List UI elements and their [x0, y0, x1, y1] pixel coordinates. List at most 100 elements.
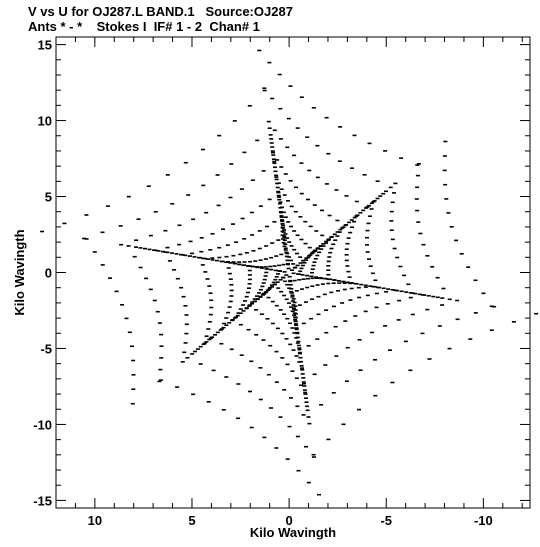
- uv-point: [247, 287, 251, 289]
- uv-point: [320, 283, 325, 285]
- uv-point: [368, 265, 373, 267]
- uv-point: [280, 357, 285, 359]
- uv-point: [299, 384, 304, 387]
- uv-point: [291, 263, 296, 265]
- uv-point: [204, 335, 209, 337]
- y-tick-label: -15: [33, 493, 52, 508]
- uv-point: [225, 261, 230, 264]
- uv-point: [316, 295, 321, 298]
- uv-point: [291, 304, 296, 306]
- uv-point: [293, 266, 298, 269]
- chart-subtitle: Ants * - * Stokes I IF# 1 - 2 Chan# 1: [28, 19, 260, 34]
- uv-point: [244, 295, 249, 298]
- uv-point: [427, 358, 432, 360]
- uv-point: [270, 284, 274, 286]
- uv-point: [82, 237, 87, 240]
- uv-point: [348, 231, 353, 234]
- uv-point: [326, 265, 331, 267]
- uv-point: [406, 283, 411, 286]
- uv-point: [284, 251, 289, 254]
- uv-point: [264, 245, 269, 247]
- uv-point: [231, 254, 236, 257]
- uv-point: [183, 305, 188, 307]
- uv-point: [324, 116, 329, 119]
- uv-point: [273, 283, 277, 286]
- uv-point: [350, 167, 354, 169]
- uv-point: [316, 313, 321, 316]
- uv-point: [130, 402, 135, 405]
- uv-point: [188, 240, 193, 243]
- uv-point: [443, 140, 448, 143]
- uv-point: [180, 254, 185, 256]
- uv-point: [383, 325, 388, 327]
- uv-point: [282, 271, 287, 273]
- uv-point: [181, 295, 186, 298]
- uv-point: [294, 186, 298, 189]
- uv-point: [287, 256, 291, 258]
- uv-point: [430, 266, 435, 268]
- uv-point: [258, 205, 263, 207]
- uv-point: [292, 154, 297, 157]
- uv-point: [274, 176, 279, 178]
- x-tick-label: 10: [88, 513, 102, 528]
- uv-point: [127, 331, 132, 334]
- uv-point: [335, 235, 340, 237]
- uv-point: [250, 265, 255, 268]
- uv-point: [324, 309, 329, 311]
- uv-point: [232, 120, 237, 122]
- uv-point: [306, 416, 311, 418]
- uv-point: [254, 309, 258, 311]
- uv-point: [444, 198, 449, 200]
- uv-point: [211, 369, 216, 372]
- uv-point: [306, 256, 311, 259]
- uv-point: [206, 258, 210, 260]
- uv-point: [298, 270, 303, 273]
- uv-point: [466, 266, 471, 268]
- uv-point: [254, 334, 259, 336]
- uv-point: [131, 359, 136, 362]
- uv-point: [219, 342, 224, 345]
- uv-point: [293, 323, 298, 325]
- uv-point: [338, 126, 343, 128]
- uv-point: [243, 300, 247, 302]
- uv-point: [221, 409, 226, 411]
- uv-point: [282, 389, 287, 391]
- uv-point: [295, 435, 300, 438]
- uv-point: [320, 234, 325, 237]
- uv-point: [344, 195, 349, 197]
- uv-point: [207, 338, 212, 341]
- uv-point: [279, 166, 284, 168]
- uv-point: [348, 299, 353, 301]
- uv-point: [280, 332, 285, 335]
- uv-point: [305, 286, 310, 289]
- uv-point: [238, 312, 243, 314]
- uv-point: [414, 198, 419, 200]
- uv-point: [260, 285, 265, 288]
- uv-point: [210, 257, 215, 259]
- uv-point: [238, 323, 243, 326]
- uv-point: [158, 379, 163, 381]
- uv-point: [331, 392, 336, 394]
- uv-point: [218, 329, 223, 331]
- y-axis-label: Kilo Wavingth: [12, 229, 27, 315]
- uv-point: [273, 278, 278, 281]
- uv-point: [272, 265, 277, 267]
- uv-point: [191, 218, 196, 221]
- uv-point: [421, 243, 426, 246]
- uv-point: [332, 279, 337, 281]
- uv-point: [306, 277, 310, 280]
- uv-point: [250, 234, 255, 236]
- uv-point: [266, 296, 271, 299]
- uv-point: [364, 207, 369, 209]
- uv-point: [431, 295, 436, 298]
- uv-point: [297, 273, 301, 275]
- uv-point: [408, 296, 413, 299]
- uv-point: [261, 339, 266, 341]
- uv-point: [183, 161, 188, 164]
- uv-point: [333, 239, 338, 241]
- uv-point: [343, 320, 348, 322]
- uv-point: [84, 214, 89, 216]
- uv-point: [425, 308, 430, 311]
- uv-point: [381, 287, 386, 290]
- uv-point: [306, 198, 310, 201]
